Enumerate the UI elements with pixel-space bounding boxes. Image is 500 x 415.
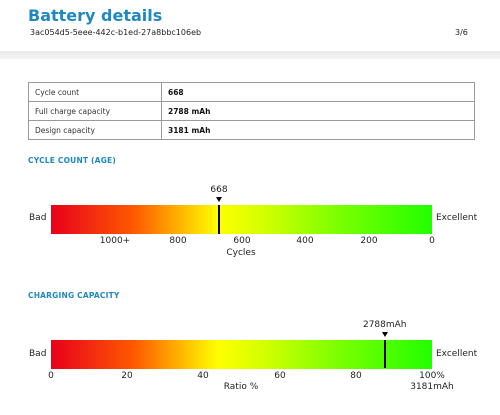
table-row: Cycle count 668 [28,82,475,102]
capacity-tick-label: 60 [274,371,286,381]
design-capacity-label: 3181mAh [410,382,454,392]
cycle-tick-label: 0 [429,236,435,246]
capacity-excellent-label: Excellent [436,349,478,359]
capacity-tick-label: 0 [48,371,54,381]
capacity-tick-label: 40 [197,371,209,381]
capacity-marker-arrow-icon [381,332,388,337]
cycle-marker-arrow-icon [216,197,223,202]
cycle-tick-label: 1000+ [99,236,131,246]
header-divider [0,51,500,59]
capacity-tick-label: 100% [419,371,445,381]
capacity-gauge-bar [51,340,432,369]
table-row: Design capacity 3181 mAh [28,120,475,140]
cycle-tick-label: 800 [169,236,187,246]
table-cell-label: Cycle count [28,82,162,102]
cycle-gauge-bar [51,205,432,234]
capacity-bad-label: Bad [29,349,47,359]
table-cell-value: 668 [161,82,475,102]
header: Battery details 3ac054d5-5eee-442c-b1ed-… [0,0,500,58]
device-id: 3ac054d5-5eee-442c-b1ed-27a8bbc106eb [30,28,202,37]
cycle-tick-label: 400 [296,236,314,246]
cycle-tick-label: 200 [360,236,378,246]
capacity-tick-label: 80 [350,371,362,381]
table-cell-value: 2788 mAh [161,101,475,121]
cycle-marker-line [218,205,221,234]
table-cell-label: Full charge capacity [28,101,162,121]
cycle-marker-value: 668 [210,185,228,195]
table-cell-label: Design capacity [28,120,162,140]
cycle-section-title: CYCLE COUNT (AGE) [28,156,116,165]
battery-info-table: Cycle count 668 Full charge capacity 278… [28,82,475,140]
cycle-tick-label: 600 [233,236,251,246]
capacity-marker-value: 2788mAh [362,320,407,330]
table-row: Full charge capacity 2788 mAh [28,101,475,121]
table-cell-value: 3181 mAh [161,120,475,140]
cycle-excellent-label: Excellent [436,213,478,223]
capacity-tick-label: 20 [121,371,133,381]
cycle-bad-label: Bad [29,213,47,223]
page-title: Battery details [28,6,163,25]
page-indicator: 3/6 [455,28,468,37]
capacity-axis-title: Ratio % [223,382,259,392]
cycle-axis-title: Cycles [226,248,256,258]
capacity-section-title: CHARGING CAPACITY [28,291,120,300]
capacity-marker-line [383,340,386,368]
